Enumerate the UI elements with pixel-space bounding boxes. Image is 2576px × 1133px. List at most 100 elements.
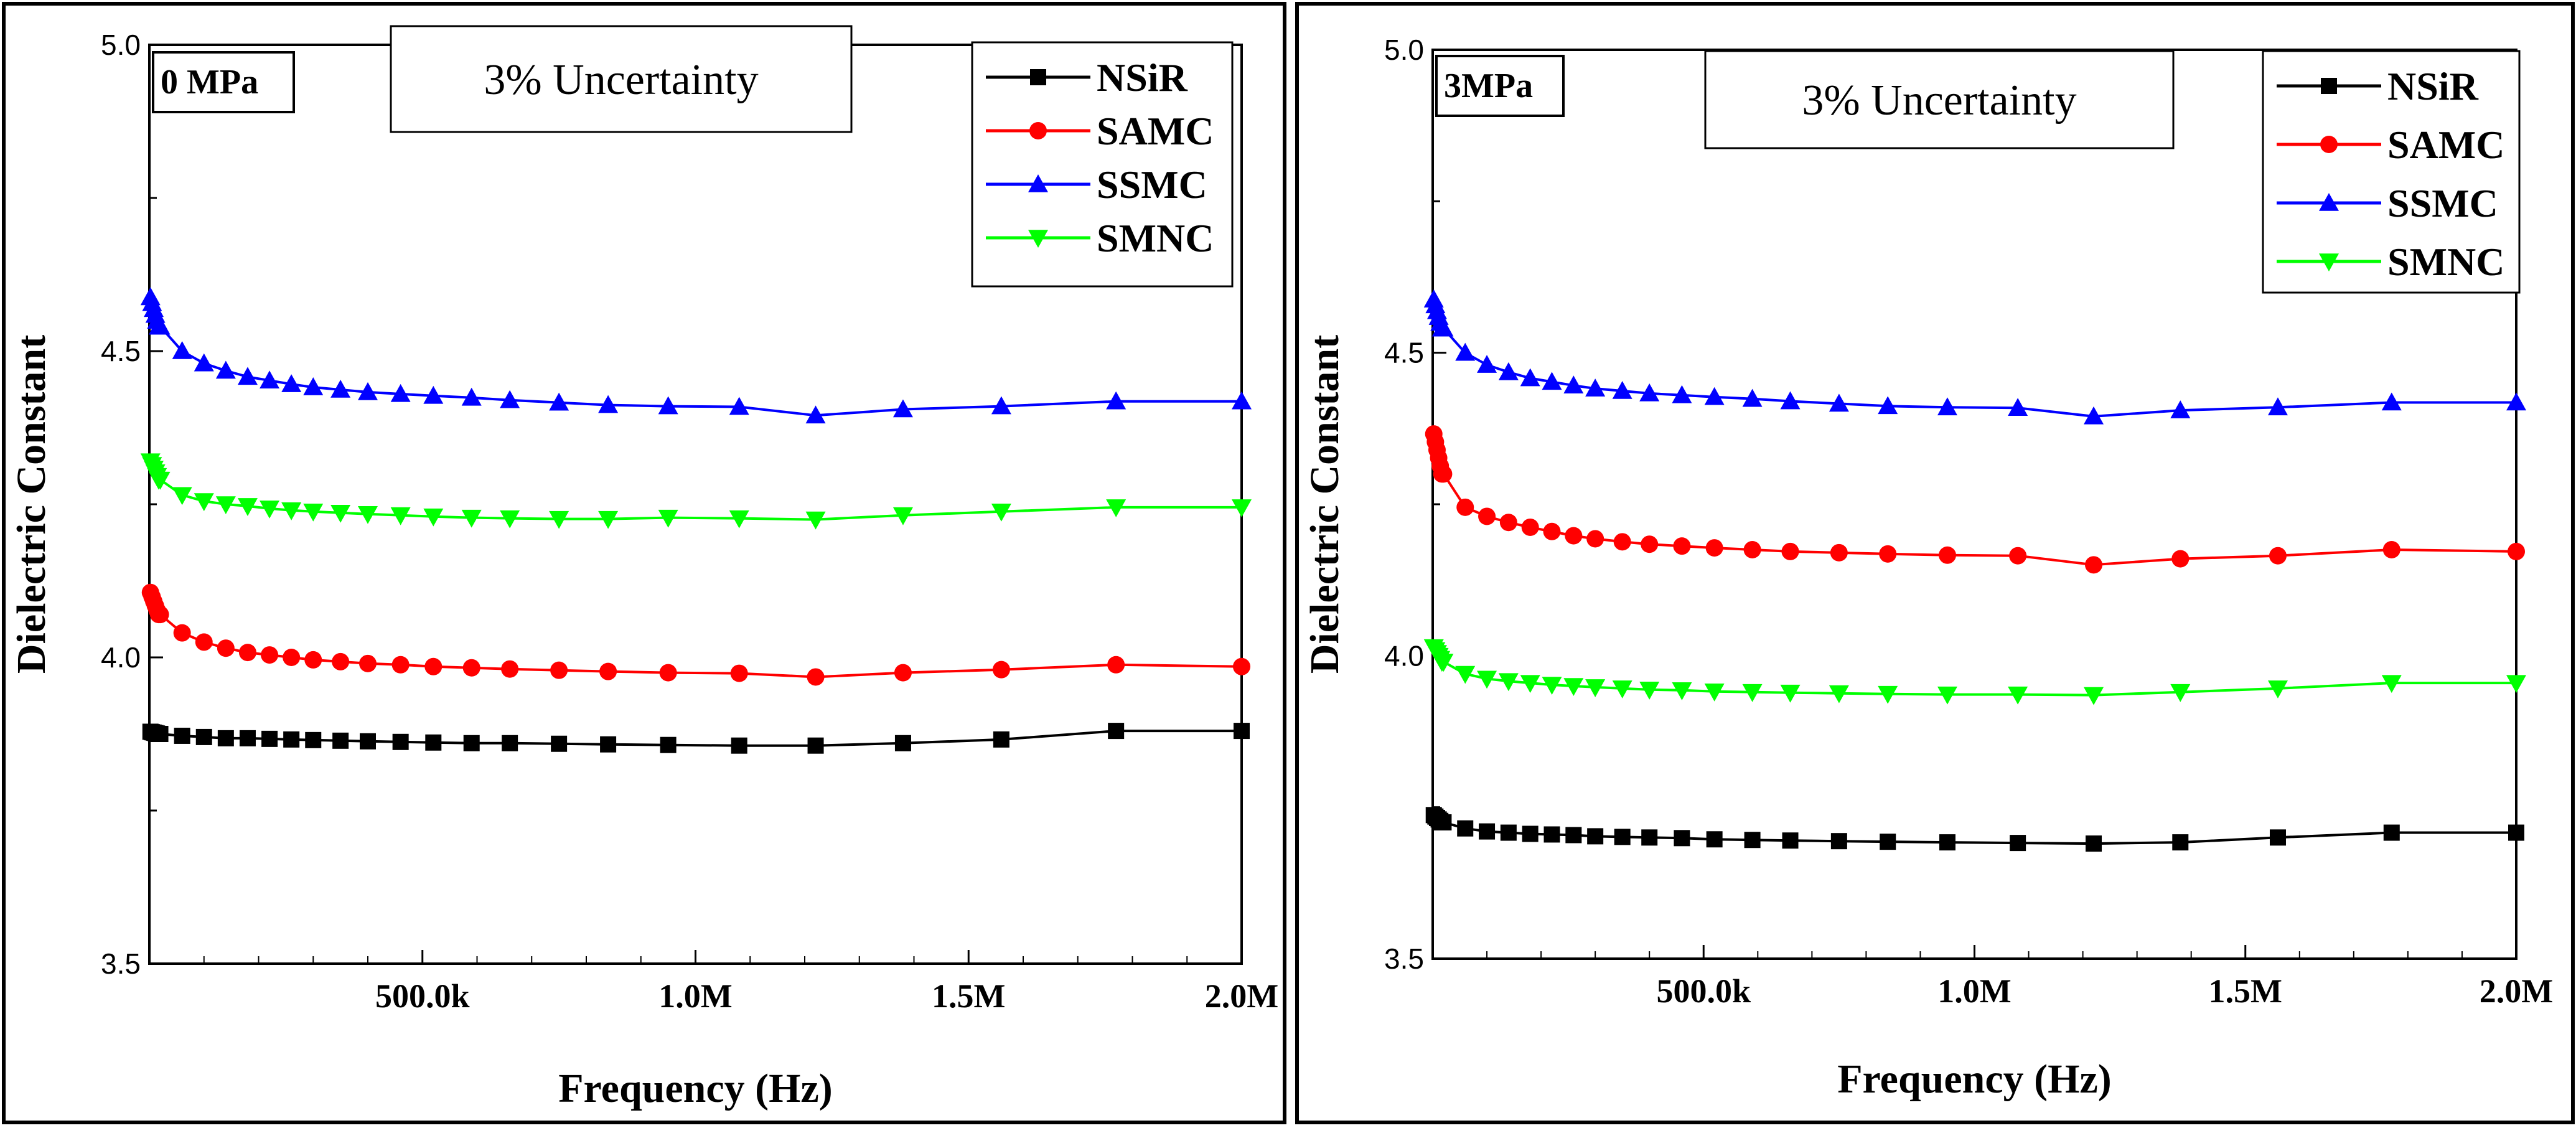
data-point bbox=[1232, 391, 1252, 410]
data-point bbox=[1641, 829, 1658, 846]
legend-label-ssmc: SSMC bbox=[2387, 181, 2498, 225]
x-tick-label: 1.0M bbox=[1937, 972, 2011, 1010]
data-point bbox=[2267, 397, 2288, 416]
data-point bbox=[1542, 677, 1562, 695]
data-point bbox=[2267, 680, 2288, 698]
uncertainty-box bbox=[1704, 50, 2175, 149]
data-point bbox=[2381, 675, 2402, 693]
data-point bbox=[1435, 814, 1452, 830]
series-nsir bbox=[1425, 807, 2524, 852]
data-point bbox=[1565, 527, 1583, 545]
data-point bbox=[729, 397, 749, 415]
data-point bbox=[1456, 498, 1474, 516]
data-point bbox=[2008, 686, 2028, 705]
data-point bbox=[174, 727, 190, 744]
data-point bbox=[1673, 537, 1691, 555]
data-point bbox=[1498, 673, 1519, 692]
data-point bbox=[172, 487, 192, 505]
data-point bbox=[332, 652, 350, 670]
data-point bbox=[658, 509, 678, 528]
data-point bbox=[304, 651, 322, 669]
data-point bbox=[500, 510, 520, 529]
legend-label-smnc: SMNC bbox=[2387, 240, 2504, 284]
legend-marker bbox=[1030, 69, 1046, 85]
data-point bbox=[303, 377, 324, 395]
data-point bbox=[805, 511, 826, 530]
data-point bbox=[238, 644, 256, 662]
data-point bbox=[1477, 670, 1497, 689]
data-point bbox=[1742, 388, 1763, 407]
data-point bbox=[1705, 539, 1723, 557]
data-point bbox=[500, 390, 520, 408]
data-point bbox=[1587, 828, 1604, 845]
data-point bbox=[892, 399, 913, 418]
data-point bbox=[1674, 830, 1690, 847]
uncertainty-box bbox=[390, 25, 853, 133]
data-point bbox=[660, 736, 677, 753]
data-point bbox=[1780, 391, 1801, 410]
data-point bbox=[1543, 522, 1561, 540]
data-point bbox=[1455, 342, 1476, 361]
data-point bbox=[599, 662, 617, 680]
data-point bbox=[215, 360, 236, 379]
legend-marker bbox=[2321, 78, 2337, 94]
data-point bbox=[1106, 499, 1126, 517]
chart-2: 3.5 4.0 4.5 5.0 500.0k 1.0M 1.5M 2.0M Frequency … bbox=[1295, 2, 2575, 1124]
data-point bbox=[598, 510, 619, 529]
data-point bbox=[1780, 684, 1801, 703]
legend-label-samc: SAMC bbox=[2387, 123, 2504, 167]
data-point bbox=[283, 731, 300, 748]
data-point bbox=[1565, 827, 1582, 844]
data-point bbox=[1829, 393, 1849, 412]
y-tick-label: 3.5 bbox=[101, 947, 141, 980]
data-point bbox=[993, 731, 1009, 748]
data-point bbox=[2171, 550, 2190, 568]
data-point bbox=[549, 392, 569, 411]
data-point bbox=[1433, 654, 1454, 672]
uncertainty-note: 3% Uncertainty bbox=[1802, 77, 2076, 125]
data-point bbox=[894, 735, 911, 751]
data-point bbox=[549, 510, 569, 529]
data-point bbox=[659, 664, 677, 682]
data-point bbox=[1522, 825, 1539, 842]
data-point bbox=[237, 367, 258, 385]
data-point bbox=[1706, 831, 1723, 848]
legend-label-nsir: NSiR bbox=[2387, 64, 2479, 108]
data-point bbox=[1586, 530, 1604, 548]
data-point bbox=[892, 507, 913, 525]
data-point bbox=[805, 405, 826, 424]
legend-marker bbox=[1029, 122, 1047, 139]
data-point bbox=[239, 730, 256, 746]
y-tick-label: 3.5 bbox=[1384, 943, 1424, 975]
legend-label-samc: SAMC bbox=[1097, 109, 1214, 153]
data-point bbox=[1829, 685, 1849, 703]
data-point bbox=[424, 657, 443, 675]
data-point bbox=[1457, 820, 1474, 837]
data-point bbox=[658, 396, 678, 415]
data-point bbox=[807, 737, 824, 754]
data-point bbox=[194, 353, 214, 372]
data-point bbox=[281, 502, 302, 520]
data-point bbox=[2508, 542, 2525, 560]
data-point bbox=[358, 505, 378, 524]
data-point bbox=[195, 633, 213, 651]
data-point bbox=[194, 493, 214, 512]
data-point bbox=[600, 736, 617, 753]
data-point bbox=[283, 649, 301, 666]
data-point bbox=[1232, 499, 1252, 517]
data-point bbox=[991, 504, 1011, 522]
data-point bbox=[150, 316, 171, 335]
data-point bbox=[730, 664, 748, 682]
data-point bbox=[1521, 518, 1539, 536]
data-point bbox=[1672, 682, 1692, 700]
data-point bbox=[330, 504, 351, 523]
pressure-label-box bbox=[152, 51, 295, 113]
y-tick-label: 4.5 bbox=[1384, 337, 1424, 369]
data-point bbox=[360, 733, 376, 750]
data-point bbox=[1455, 665, 1476, 684]
data-point bbox=[1938, 546, 1956, 564]
data-point bbox=[2381, 392, 2402, 411]
data-point bbox=[1830, 543, 1848, 562]
data-point bbox=[151, 606, 169, 624]
